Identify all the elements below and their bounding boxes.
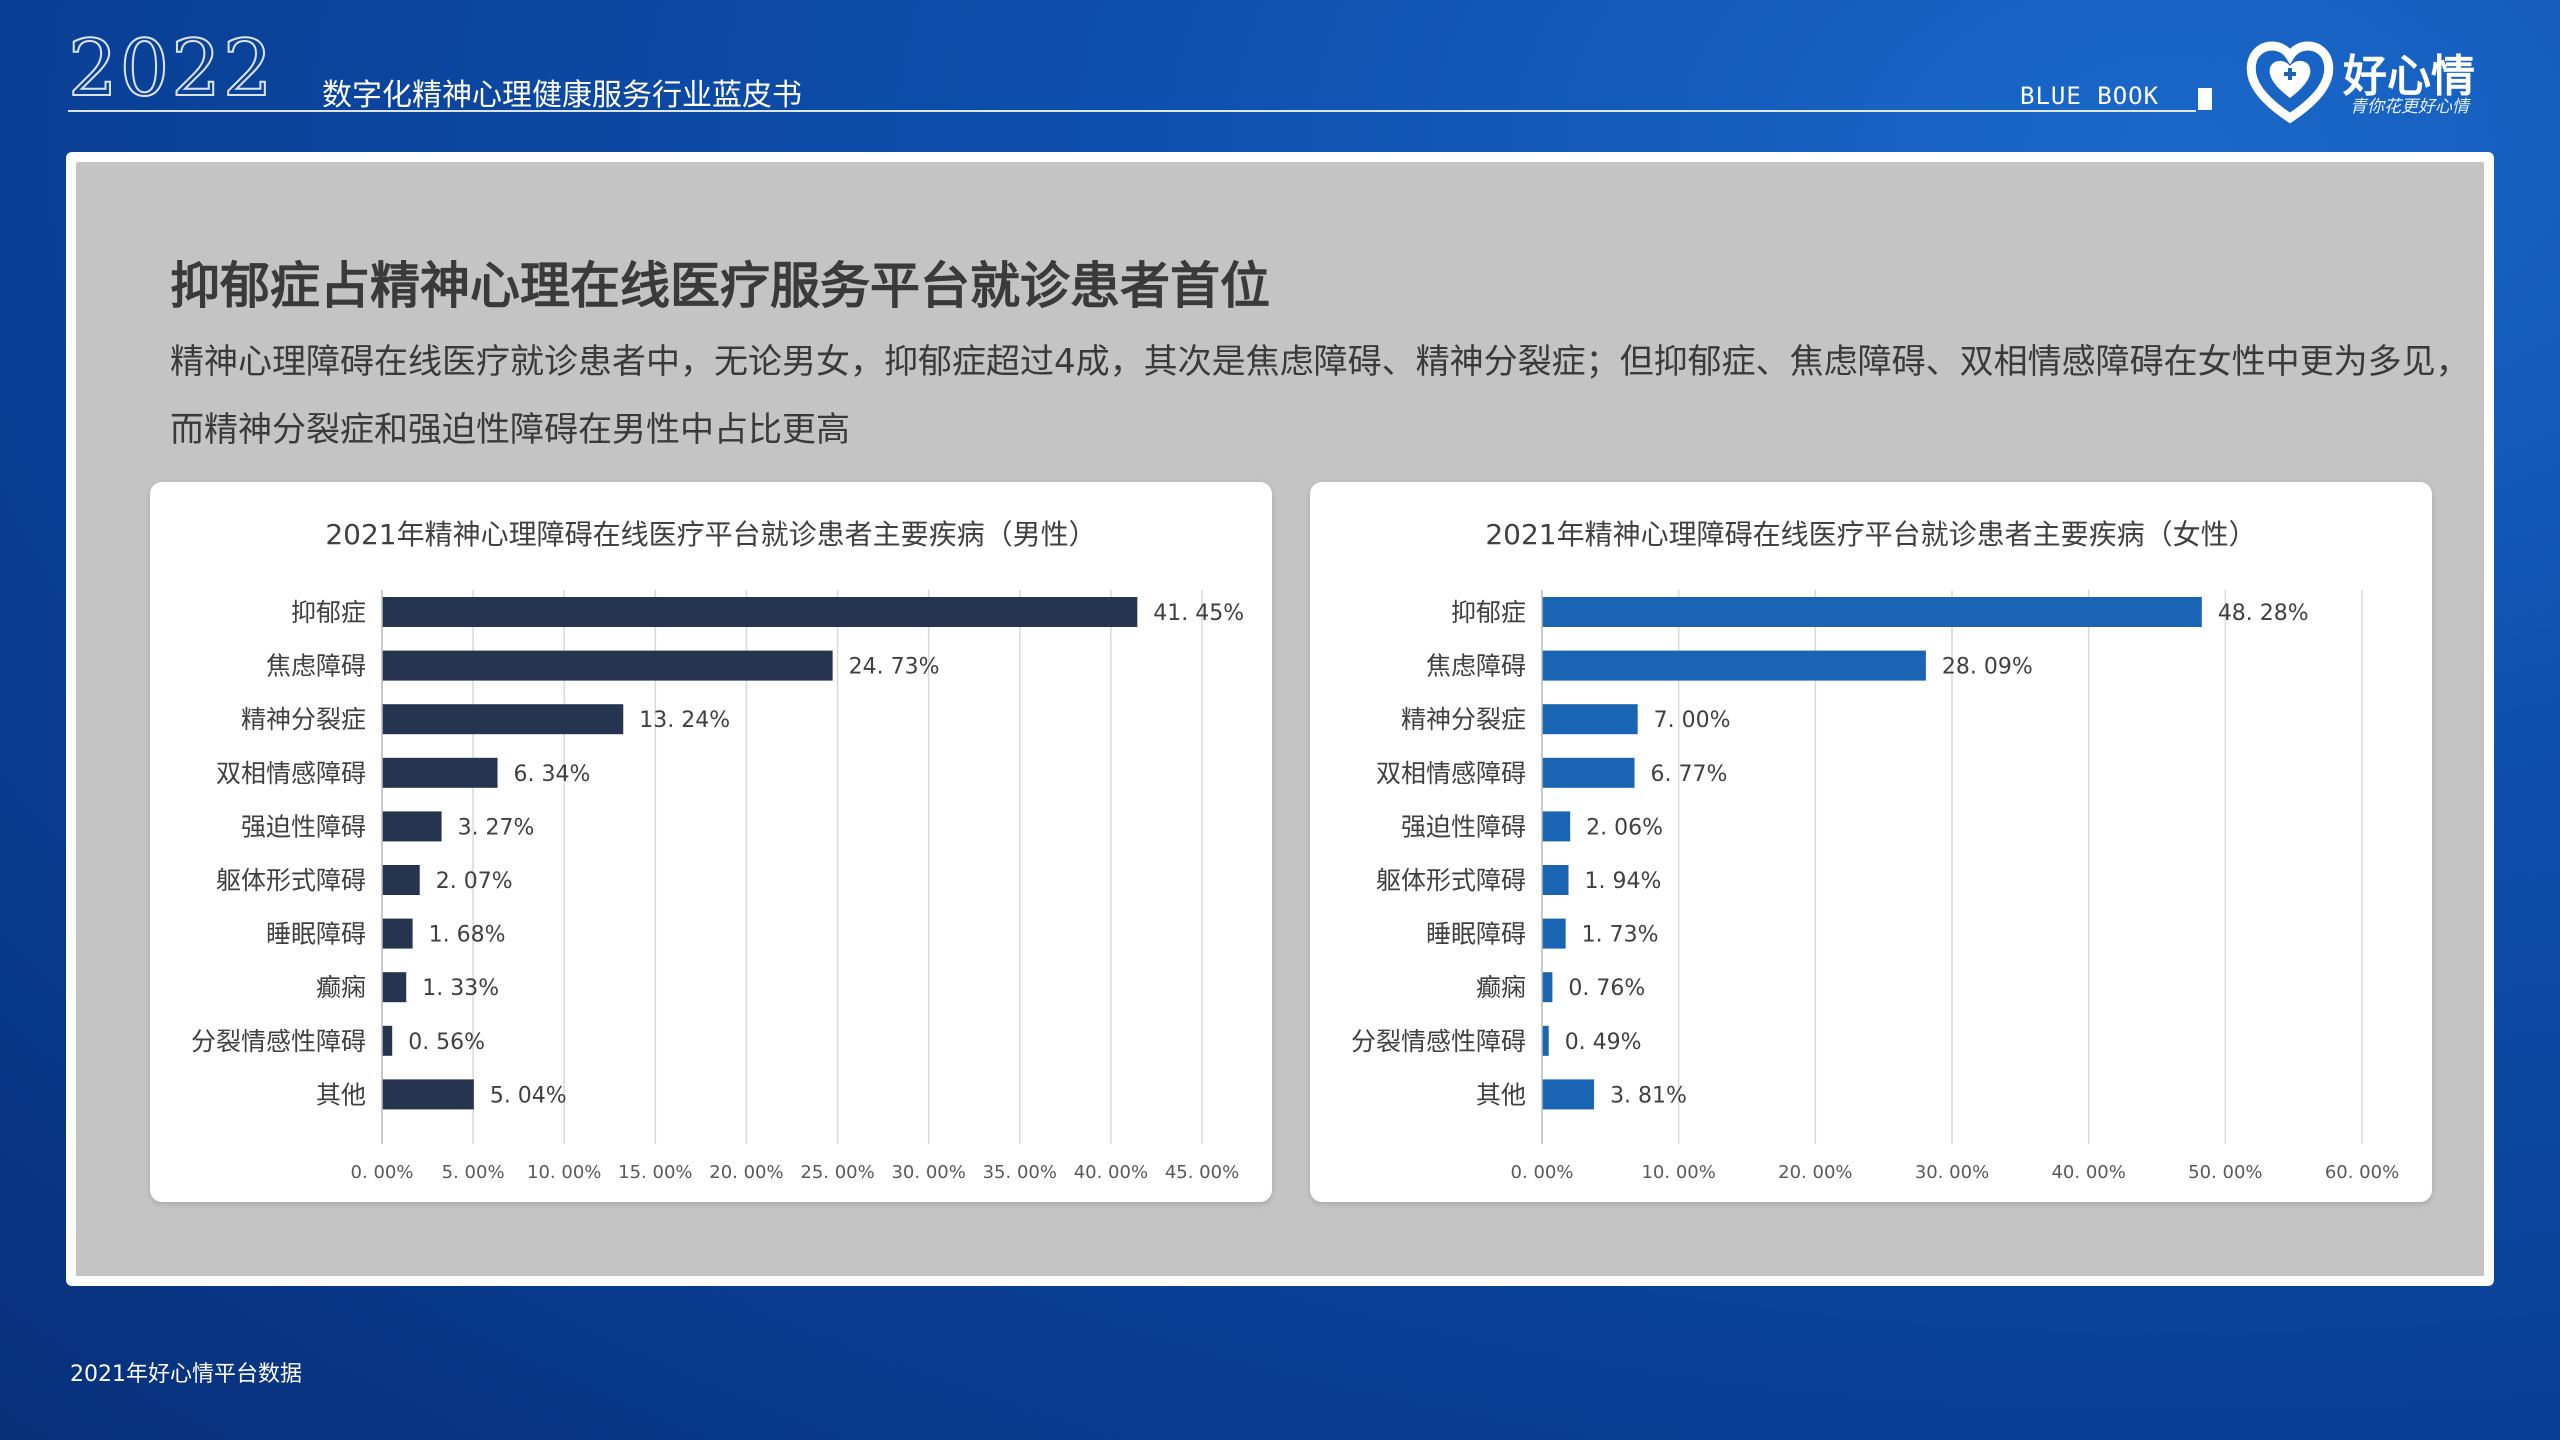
male-bar xyxy=(382,811,442,842)
male-category-label: 抑郁症 xyxy=(291,598,366,627)
female-bar xyxy=(1542,650,1926,681)
male-bar-chart: 2021年精神心理障碍在线医疗平台就诊患者主要疾病（男性） 0. 00% 5. 00… xyxy=(191,518,1244,1183)
male-value-label: 1. 68% xyxy=(429,923,506,948)
male-x-tick-label: 40. 00% xyxy=(1074,1162,1148,1183)
male-category-label: 分裂情感性障碍 xyxy=(191,1027,366,1056)
male-value-label: 3. 27% xyxy=(458,815,535,840)
male-x-tick-label: 15. 00% xyxy=(618,1162,692,1183)
male-value-label: 0. 56% xyxy=(408,1030,485,1055)
male-category-label: 强迫性障碍 xyxy=(241,812,366,841)
male-category-label: 焦虑障碍 xyxy=(266,652,366,681)
blue-book-marker xyxy=(2198,88,2212,110)
logo-name: 好心情 xyxy=(2343,51,2475,102)
male-value-label: 41. 45% xyxy=(1153,601,1244,626)
female-bar xyxy=(1542,865,1569,895)
blue-book-label: BLUE BOOK xyxy=(2020,82,2160,110)
female-x-tick-label: 10. 00% xyxy=(1641,1162,1715,1183)
data-source: 2021年好心情平台数据 xyxy=(70,1362,302,1387)
female-value-label: 1. 94% xyxy=(1585,869,1662,894)
female-category-label: 躯体形式障碍 xyxy=(1376,866,1526,895)
male-bar xyxy=(382,704,624,735)
male-value-label: 5. 04% xyxy=(490,1083,567,1108)
male-bar xyxy=(382,757,498,788)
female-bar xyxy=(1542,811,1571,842)
male-bar xyxy=(382,1025,393,1056)
female-value-label: 2. 06% xyxy=(1586,815,1663,840)
female-bar-chart: 2021年精神心理障碍在线医疗平台就诊患者主要疾病（女性） 0. 00% 10. 0… xyxy=(1351,518,2399,1183)
content-panel: 抑郁症占精神心理在线医疗服务平台就诊患者首位 精神心理障碍在线医疗就诊患者中，无… xyxy=(66,152,2494,1286)
male-x-tick-label: 0. 00% xyxy=(351,1162,414,1183)
male-bar xyxy=(382,597,1138,627)
female-value-label: 0. 49% xyxy=(1565,1030,1642,1055)
female-value-label: 7. 00% xyxy=(1654,708,1731,733)
male-category-label: 其他 xyxy=(316,1080,366,1109)
male-x-tick-label: 25. 00% xyxy=(800,1162,874,1183)
male-category-label: 睡眠障碍 xyxy=(266,920,366,949)
female-x-tick-label: 50. 00% xyxy=(2188,1162,2262,1183)
female-bar xyxy=(1542,918,1566,949)
female-value-label: 48. 28% xyxy=(2218,601,2309,626)
male-bar xyxy=(382,918,413,949)
male-category-label: 癫痫 xyxy=(316,973,366,1002)
male-x-tick-label: 35. 00% xyxy=(983,1162,1057,1183)
male-value-label: 1. 33% xyxy=(422,976,499,1001)
female-category-label: 其他 xyxy=(1476,1080,1526,1109)
male-bar xyxy=(382,972,407,1003)
female-x-tick-label: 40. 00% xyxy=(2051,1162,2125,1183)
female-chart-card: 2021年精神心理障碍在线医疗平台就诊患者主要疾病（女性） 0. 00% 10. 0… xyxy=(1310,482,2432,1202)
female-bar xyxy=(1542,1025,1549,1056)
female-category-label: 强迫性障碍 xyxy=(1401,812,1526,841)
male-x-tick-label: 30. 00% xyxy=(891,1162,965,1183)
male-value-label: 6. 34% xyxy=(514,762,591,787)
female-category-label: 焦虑障碍 xyxy=(1426,652,1526,681)
document-title: 数字化精神心理健康服务行业蓝皮书 xyxy=(322,78,802,113)
female-x-tick-label: 60. 00% xyxy=(2325,1162,2399,1183)
female-x-tick-label: 30. 00% xyxy=(1915,1162,1989,1183)
female-value-label: 28. 09% xyxy=(1942,655,2033,680)
male-value-label: 2. 07% xyxy=(436,869,513,894)
female-category-label: 癫痫 xyxy=(1476,973,1526,1002)
content-panel-inner: 抑郁症占精神心理在线医疗服务平台就诊患者首位 精神心理障碍在线医疗就诊患者中，无… xyxy=(76,162,2484,1276)
male-x-tick-label: 45. 00% xyxy=(1165,1162,1239,1183)
female-value-label: 1. 73% xyxy=(1582,923,1659,948)
year-label: 2022 xyxy=(67,24,275,114)
male-category-label: 躯体形式障碍 xyxy=(216,866,366,895)
female-category-label: 分裂情感性障碍 xyxy=(1351,1027,1526,1056)
page-headline: 抑郁症占精神心理在线医疗服务平台就诊患者首位 xyxy=(170,257,1270,315)
logo-heart-icon xyxy=(2246,41,2334,124)
female-x-tick-label: 20. 00% xyxy=(1778,1162,1852,1183)
male-bar xyxy=(382,865,420,895)
header-divider xyxy=(68,110,2196,112)
female-category-label: 精神分裂症 xyxy=(1401,705,1526,734)
female-bar xyxy=(1542,972,1553,1003)
female-category-label: 双相情感障碍 xyxy=(1376,759,1526,788)
male-category-label: 精神分裂症 xyxy=(241,705,366,734)
female-value-label: 0. 76% xyxy=(1568,976,1645,1001)
summary-text: 精神心理障碍在线医疗就诊患者中，无论男女，抑郁症超过4成，其次是焦虑障碍、精神分… xyxy=(170,342,2470,450)
female-category-label: 抑郁症 xyxy=(1451,598,1526,627)
male-x-tick-label: 10. 00% xyxy=(527,1162,601,1183)
male-x-tick-label: 5. 00% xyxy=(442,1162,505,1183)
male-chart-card: 2021年精神心理障碍在线医疗平台就诊患者主要疾病（男性） 0. 00% 5. 00… xyxy=(150,482,1272,1202)
female-value-label: 3. 81% xyxy=(1610,1083,1687,1108)
female-bar xyxy=(1542,597,2202,627)
male-category-label: 双相情感障碍 xyxy=(216,759,366,788)
male-x-tick-label: 20. 00% xyxy=(709,1162,783,1183)
male-value-label: 24. 73% xyxy=(849,655,940,680)
male-value-label: 13. 24% xyxy=(639,708,730,733)
female-category-label: 睡眠障碍 xyxy=(1426,920,1526,949)
female-value-label: 6. 77% xyxy=(1651,762,1728,787)
female-bar xyxy=(1542,757,1635,788)
female-bar xyxy=(1542,1079,1595,1110)
female-chart-title: 2021年精神心理障碍在线医疗平台就诊患者主要疾病（女性） xyxy=(1485,518,2256,551)
male-bar xyxy=(382,1079,474,1110)
logo-slogan: 青你花更好心情 xyxy=(2350,97,2469,117)
female-bar xyxy=(1542,704,1638,735)
female-x-tick-label: 0. 00% xyxy=(1511,1162,1574,1183)
male-chart-title: 2021年精神心理障碍在线医疗平台就诊患者主要疾病（男性） xyxy=(325,518,1096,551)
male-bar xyxy=(382,650,833,681)
